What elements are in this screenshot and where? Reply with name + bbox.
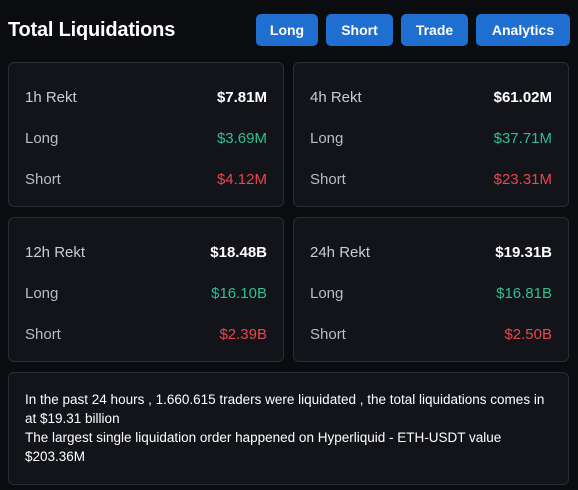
card-header-row: 12h Rekt $18.48B — [25, 232, 267, 273]
short-value: $4.12M — [216, 171, 267, 188]
card-24h-rekt: 24h Rekt $19.31B Long $16.81B Short $2.5… — [293, 217, 569, 362]
card-total-value: $18.48B — [210, 244, 267, 261]
header: Total Liquidations Long Short Trade Anal… — [8, 14, 570, 46]
long-button[interactable]: Long — [256, 14, 318, 46]
card-total-value: $7.81M — [216, 89, 267, 106]
card-period-label: 24h Rekt — [310, 244, 371, 261]
card-short-row: Short $2.50B — [310, 314, 552, 355]
short-label: Short — [310, 171, 346, 188]
short-value: $23.31M — [493, 171, 552, 188]
card-short-row: Short $4.12M — [25, 159, 267, 200]
long-label: Long — [25, 285, 59, 302]
long-value: $16.81B — [496, 285, 552, 302]
card-long-row: Long $3.69M — [25, 118, 267, 159]
long-label: Long — [310, 285, 344, 302]
card-long-row: Long $37.71M — [310, 118, 552, 159]
card-header-row: 1h Rekt $7.81M — [25, 77, 267, 118]
page-title: Total Liquidations — [8, 18, 176, 41]
short-label: Short — [310, 326, 346, 343]
card-short-row: Short $2.39B — [25, 314, 267, 355]
card-12h-rekt: 12h Rekt $18.48B Long $16.10B Short $2.3… — [8, 217, 284, 362]
summary-line-total: In the past 24 hours , 1.660.615 traders… — [25, 392, 545, 426]
short-value: $2.50B — [504, 326, 552, 343]
card-total-value: $19.31B — [495, 244, 552, 261]
short-value: $2.39B — [219, 326, 267, 343]
summary-line-largest-order: The largest single liquidation order hap… — [25, 430, 502, 464]
card-long-row: Long $16.10B — [25, 273, 267, 314]
card-long-row: Long $16.81B — [310, 273, 552, 314]
short-label: Short — [25, 171, 61, 188]
card-period-label: 12h Rekt — [25, 244, 86, 261]
long-label: Long — [25, 130, 59, 147]
card-period-label: 4h Rekt — [310, 89, 362, 106]
long-value: $3.69M — [216, 130, 267, 147]
header-button-group: Long Short Trade Analytics — [256, 14, 570, 46]
short-button[interactable]: Short — [326, 14, 393, 46]
analytics-button[interactable]: Analytics — [476, 14, 570, 46]
long-value: $16.10B — [211, 285, 267, 302]
trade-button[interactable]: Trade — [401, 14, 468, 46]
card-header-row: 4h Rekt $61.02M — [310, 77, 552, 118]
liquidation-summary: In the past 24 hours , 1.660.615 traders… — [8, 372, 569, 485]
long-label: Long — [310, 130, 344, 147]
long-value: $37.71M — [493, 130, 552, 147]
card-4h-rekt: 4h Rekt $61.02M Long $37.71M Short $23.3… — [293, 62, 569, 207]
card-period-label: 1h Rekt — [25, 89, 77, 106]
short-label: Short — [25, 326, 61, 343]
card-total-value: $61.02M — [493, 89, 552, 106]
card-short-row: Short $23.31M — [310, 159, 552, 200]
card-1h-rekt: 1h Rekt $7.81M Long $3.69M Short $4.12M — [8, 62, 284, 207]
card-header-row: 24h Rekt $19.31B — [310, 232, 552, 273]
